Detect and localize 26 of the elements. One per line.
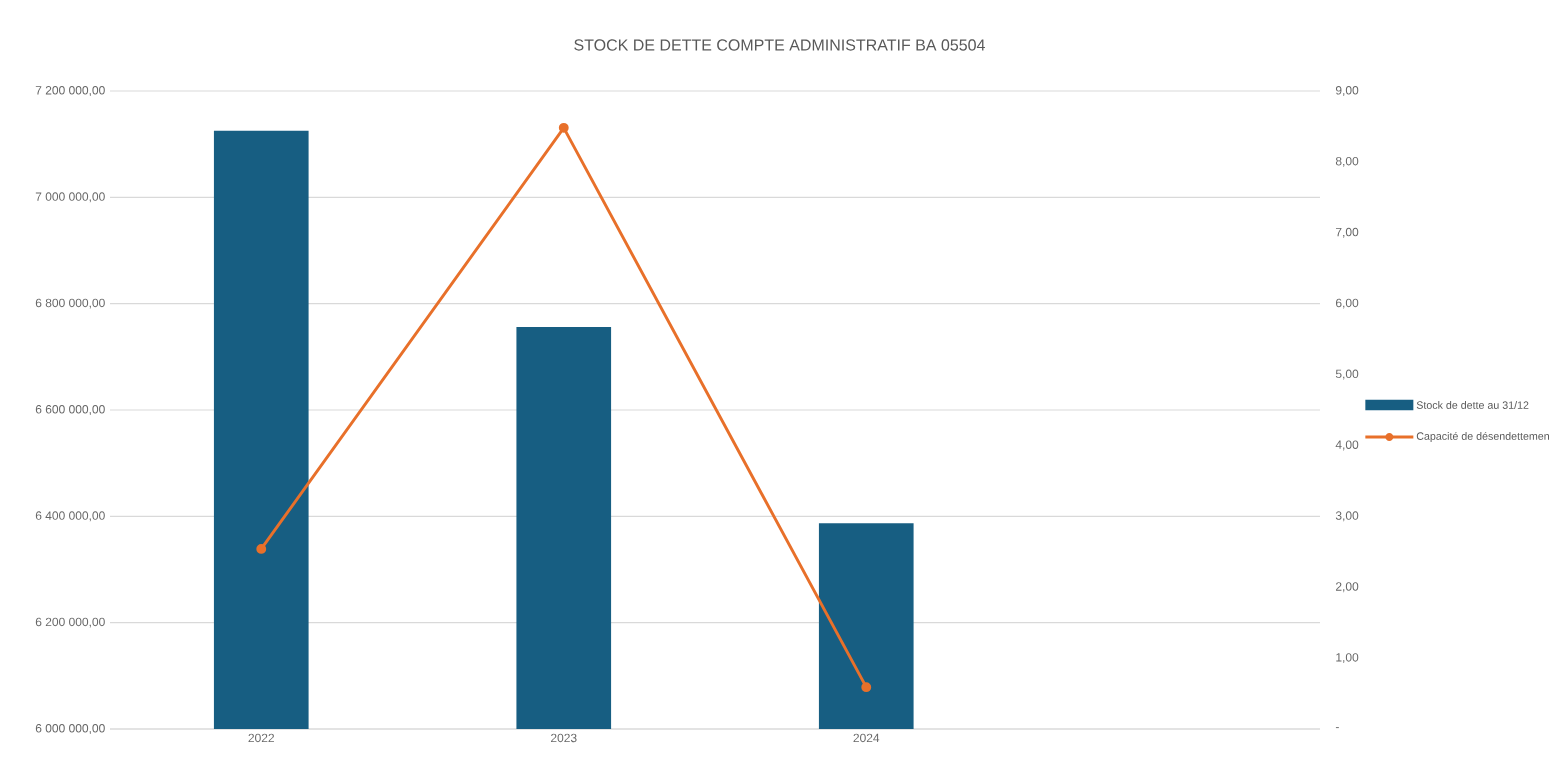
x-tick-label: 2022 — [248, 733, 274, 743]
y2-tick-label: 2,00 — [1335, 582, 1359, 593]
x-tick-label: 2024 — [853, 733, 880, 743]
x-tick-label: 2023 — [551, 733, 577, 743]
point — [256, 543, 267, 554]
y-tick-label: 6 800 000,00 — [35, 298, 105, 309]
y2-tick-label: 4,00 — [1335, 440, 1359, 451]
point — [558, 122, 569, 133]
y2-tick-label: 3,00 — [1335, 511, 1359, 522]
y2-tick-label: 1,00 — [1336, 653, 1359, 664]
y-tick-label: 7 200 000,00 — [35, 86, 105, 96]
y-tick-label: 7 000 000,00 — [35, 192, 105, 203]
y2-tick-label: 8,00 — [1335, 156, 1359, 167]
legend-label: Capacité de désendettemen — [1416, 431, 1549, 443]
y2-tick-label: 6,00 — [1335, 298, 1359, 309]
chart-title: STOCK DE DETTE COMPTE ADMINISTRATIF BA 05504 — [574, 39, 985, 51]
legend-label: Stock de dette au 31/12 — [1416, 401, 1529, 409]
point — [861, 682, 872, 693]
y-tick-label: 6 200 000,00 — [35, 617, 105, 628]
y2-tick-label: - — [1335, 727, 1339, 729]
y2-tick-label: 9,00 — [1335, 86, 1359, 96]
y-tick-label: 6 400 000,00 — [35, 511, 105, 522]
y2-tick-label: 5,00 — [1335, 369, 1359, 380]
y-tick-label: 6 600 000,00 — [35, 405, 105, 415]
y-tick-label: 6 000 000,00 — [35, 724, 105, 734]
y2-tick-label: 7,00 — [1335, 227, 1359, 238]
